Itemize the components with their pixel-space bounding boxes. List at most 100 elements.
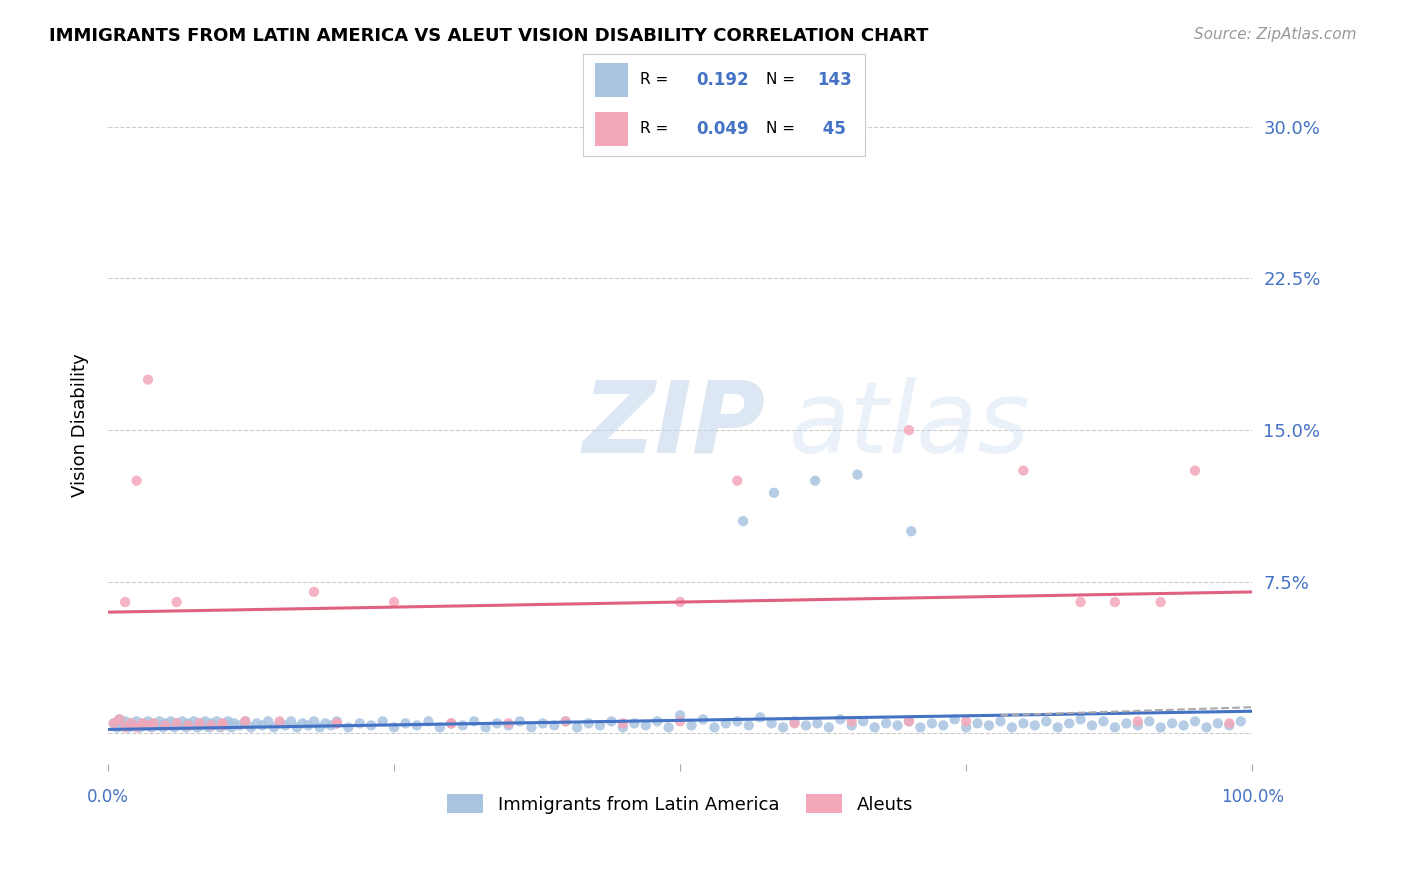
Point xyxy=(177,718,200,732)
Point xyxy=(382,595,405,609)
Point xyxy=(1137,714,1160,729)
Point xyxy=(1126,714,1149,729)
Point xyxy=(274,718,297,732)
Point xyxy=(531,716,554,731)
Point xyxy=(360,718,382,732)
Point xyxy=(197,720,219,734)
Point xyxy=(153,718,176,732)
Point xyxy=(600,714,623,729)
Point xyxy=(166,716,188,731)
Point xyxy=(589,718,612,732)
Point xyxy=(371,714,394,729)
Point xyxy=(806,716,828,731)
Text: R =: R = xyxy=(640,121,673,136)
Point xyxy=(612,716,634,731)
Point xyxy=(645,714,668,729)
Point xyxy=(122,718,145,732)
Point xyxy=(440,716,463,731)
Point xyxy=(1012,716,1035,731)
Point xyxy=(966,716,988,731)
Point xyxy=(955,714,977,729)
Point xyxy=(291,716,314,731)
Point xyxy=(669,595,692,609)
Point xyxy=(217,714,239,729)
Point xyxy=(990,714,1012,729)
Point xyxy=(1092,714,1115,729)
Point xyxy=(136,373,159,387)
Point xyxy=(191,718,214,732)
Point xyxy=(703,720,725,734)
Point xyxy=(240,720,263,734)
Point xyxy=(160,714,183,729)
Point xyxy=(177,716,200,731)
Point xyxy=(1218,718,1240,732)
Point xyxy=(921,716,943,731)
Legend: Immigrants from Latin America, Aleuts: Immigrants from Latin America, Aleuts xyxy=(439,785,922,822)
Text: R =: R = xyxy=(640,72,673,87)
Point xyxy=(669,708,692,723)
Text: 45: 45 xyxy=(817,120,846,138)
Point xyxy=(269,716,291,731)
Point xyxy=(612,720,634,734)
Point xyxy=(321,718,343,732)
Text: IMMIGRANTS FROM LATIN AMERICA VS ALEUT VISION DISABILITY CORRELATION CHART: IMMIGRANTS FROM LATIN AMERICA VS ALEUT V… xyxy=(49,27,928,45)
Point xyxy=(200,718,222,732)
Point xyxy=(1046,720,1069,734)
Point xyxy=(725,714,748,729)
Point xyxy=(153,716,176,731)
Point xyxy=(103,716,125,731)
Point xyxy=(772,720,794,734)
Point xyxy=(114,714,136,729)
Text: 0.0%: 0.0% xyxy=(87,789,129,806)
Point xyxy=(179,718,201,732)
Point xyxy=(669,714,692,729)
Point xyxy=(804,474,827,488)
Point xyxy=(554,714,576,729)
Point xyxy=(326,714,349,729)
Point xyxy=(955,720,977,734)
Point xyxy=(183,714,205,729)
Point xyxy=(136,718,159,732)
Point xyxy=(148,714,170,729)
Point xyxy=(194,714,217,729)
Point xyxy=(1012,464,1035,478)
Point xyxy=(498,716,520,731)
Point xyxy=(897,423,920,437)
Point xyxy=(1184,464,1206,478)
Point xyxy=(474,720,496,734)
Point xyxy=(145,718,167,732)
Point xyxy=(731,514,754,528)
Point xyxy=(634,718,657,732)
Point xyxy=(886,718,908,732)
Point xyxy=(1173,718,1195,732)
Point xyxy=(188,716,211,731)
Point xyxy=(498,718,520,732)
Point xyxy=(554,714,576,729)
Text: N =: N = xyxy=(766,72,800,87)
Point xyxy=(221,720,243,734)
Point xyxy=(565,720,588,734)
Point xyxy=(910,720,932,734)
Point xyxy=(543,718,565,732)
Point xyxy=(269,714,291,729)
Point xyxy=(451,718,474,732)
Point xyxy=(326,716,349,731)
Point xyxy=(749,710,772,724)
Text: Source: ZipAtlas.com: Source: ZipAtlas.com xyxy=(1194,27,1357,42)
Point xyxy=(314,716,336,731)
Point xyxy=(932,718,955,732)
Point xyxy=(714,716,737,731)
Point xyxy=(486,716,509,731)
Point xyxy=(463,714,485,729)
Text: 0.192: 0.192 xyxy=(696,70,748,88)
Point xyxy=(186,720,208,734)
Point xyxy=(783,714,806,729)
Point xyxy=(1035,714,1057,729)
Point xyxy=(131,716,153,731)
Point xyxy=(174,720,197,734)
Point xyxy=(852,714,875,729)
Point xyxy=(440,716,463,731)
Point xyxy=(337,720,360,734)
Point xyxy=(125,714,148,729)
Point xyxy=(105,720,128,734)
